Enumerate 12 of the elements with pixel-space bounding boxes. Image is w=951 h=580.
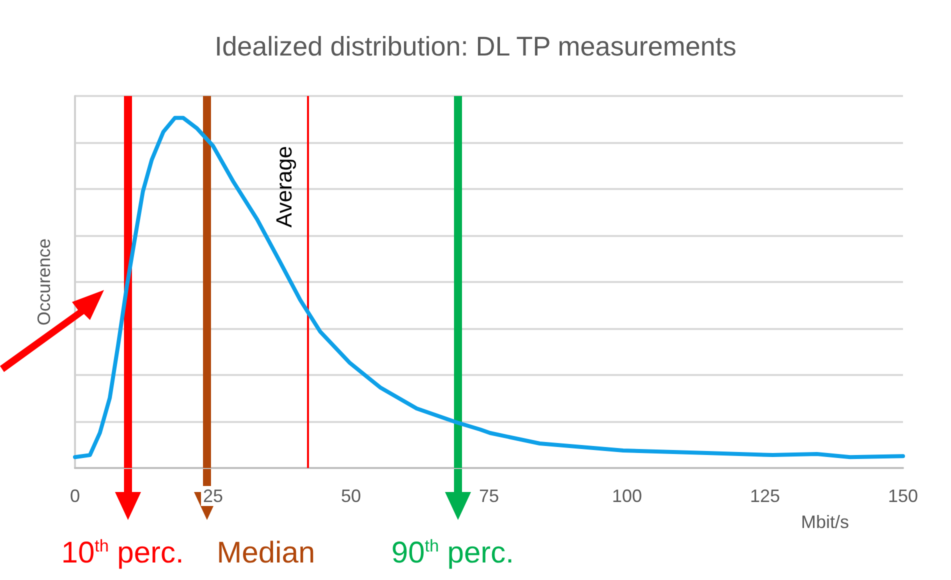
legend-label: Median <box>216 536 316 570</box>
x-tick-label: 50 <box>340 486 362 506</box>
x-axis-title: Mbit/s <box>800 512 850 532</box>
x-tick-label: 25 <box>202 486 224 506</box>
ref-line-label: Average <box>271 146 296 228</box>
y-axis-title: Occurence <box>34 238 54 326</box>
x-tick-label: 75 <box>478 486 500 506</box>
x-tick-label: 0 <box>70 486 80 506</box>
x-tick-label: 150 <box>888 486 918 506</box>
x-tick-label: 125 <box>750 486 780 506</box>
x-tick-label: 100 <box>612 486 642 506</box>
chart-title: Idealized distribution: DL TP measurements <box>214 32 736 62</box>
